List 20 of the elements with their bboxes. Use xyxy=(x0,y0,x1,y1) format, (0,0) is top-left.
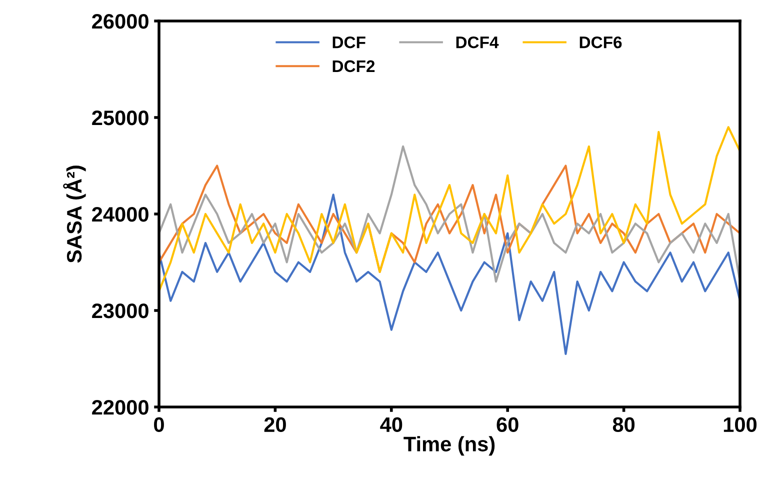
x-axis-title: Time (ns) xyxy=(404,436,495,456)
y-tick-label: 26000 xyxy=(92,14,148,29)
legend-label: DCF4 xyxy=(456,36,499,48)
y-tick-label: 24000 xyxy=(92,207,148,222)
y-tick-label: 23000 xyxy=(92,304,148,318)
legend-label: DCF6 xyxy=(580,36,622,48)
line-series xyxy=(159,194,740,355)
line-series xyxy=(159,126,740,292)
x-tick-label: 60 xyxy=(496,417,518,432)
y-tick-label: 22000 xyxy=(92,400,148,415)
x-tick-label: 0 xyxy=(154,417,164,432)
legend-label: DCF xyxy=(332,36,366,48)
x-tick-label: 40 xyxy=(380,417,402,432)
y-axis-title: SASA (Å²) xyxy=(63,166,86,263)
x-tick-label: 100 xyxy=(724,417,757,432)
y-tick-label: 25000 xyxy=(92,110,148,126)
legend-label: DCF2 xyxy=(332,60,375,72)
line-series xyxy=(159,145,740,283)
x-tick-label: 20 xyxy=(264,417,286,432)
x-tick-label: 80 xyxy=(612,417,635,432)
